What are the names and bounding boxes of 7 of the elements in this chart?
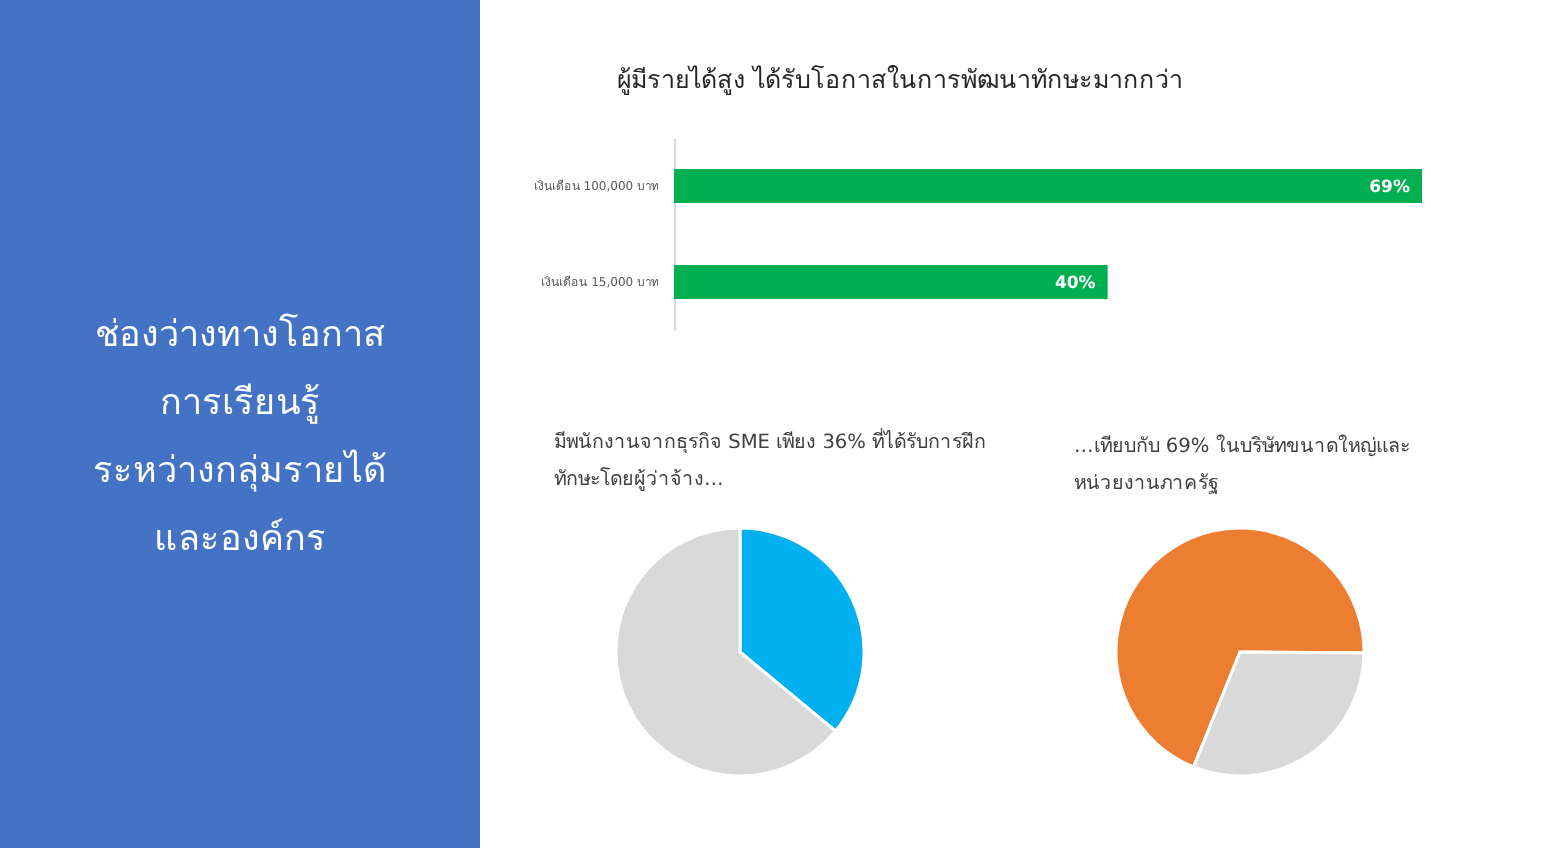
chart-title: ผู้มีรายได้สูง ได้รับโอกาสในการพัฒนาทักษะมากกว่า [617, 64, 1183, 96]
chart-title: มีพนักงานจากธุรกิจ SME เพียง 36% ที่ได้รับการฝึก ทักษะโดยผู้ว่าจ้าง… [554, 428, 987, 491]
pie-slice [1114, 526, 1366, 769]
chart-title: …เทียบกับ 69% ในบริษัทขนาดใหญ่และ หน่วยงานภาครัฐ [1074, 434, 1410, 495]
data-label: 40% [1054, 274, 1097, 294]
text: ช่องว่างทางโอกาส การเรียนรู้ ระหว่างกลุ่มรายได้ และองค์กร [93, 312, 387, 560]
data-label: 69% [1369, 178, 1411, 198]
